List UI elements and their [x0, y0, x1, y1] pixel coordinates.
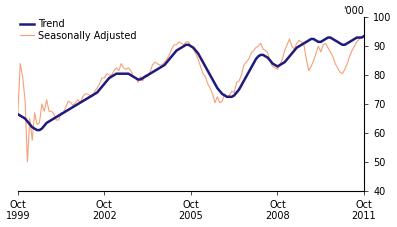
Trend — [18, 114, 23, 117]
Text: '000: '000 — [343, 6, 364, 16]
Seasonally Adjusted — [35, 123, 39, 126]
Seasonally Adjusted — [289, 45, 294, 48]
Trend — [32, 127, 37, 130]
Seasonally Adjusted — [18, 62, 23, 65]
Seasonally Adjusted — [15, 113, 20, 116]
Seasonally Adjusted — [280, 58, 285, 61]
Seasonally Adjusted — [362, 35, 366, 37]
Trend — [15, 113, 20, 116]
Trend — [289, 52, 294, 55]
Seasonally Adjusted — [218, 101, 222, 104]
Seasonally Adjusted — [25, 160, 30, 163]
Line: Trend: Trend — [18, 36, 364, 130]
Trend — [218, 90, 222, 92]
Seasonally Adjusted — [340, 72, 345, 75]
Trend — [362, 35, 366, 37]
Line: Seasonally Adjusted: Seasonally Adjusted — [18, 36, 364, 162]
Trend — [340, 43, 345, 46]
Legend: Trend, Seasonally Adjusted: Trend, Seasonally Adjusted — [20, 19, 137, 41]
Trend — [280, 62, 285, 65]
Trend — [35, 129, 39, 131]
